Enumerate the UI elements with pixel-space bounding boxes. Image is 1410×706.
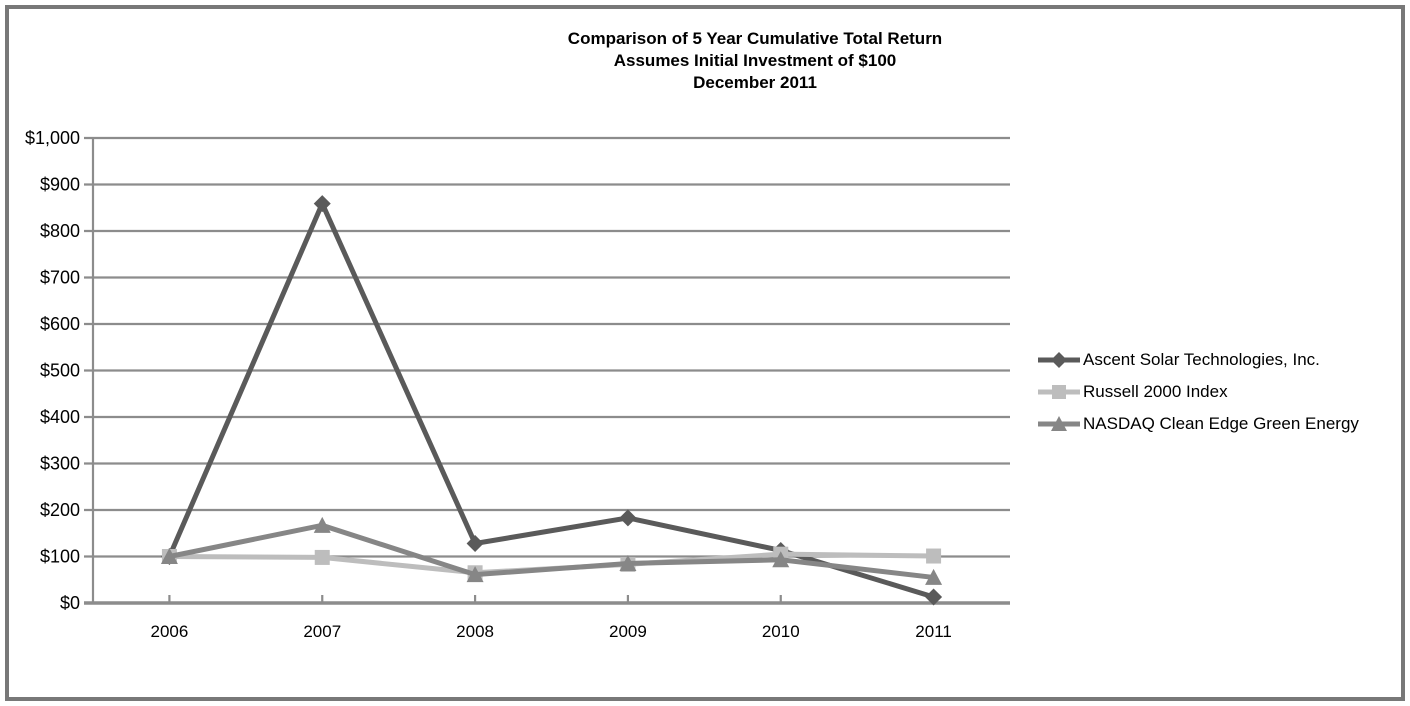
chart-title: Comparison of 5 Year Cumulative Total Re… [568,28,942,94]
y-tick-label: $800 [40,221,80,241]
y-tick-label: $1,000 [25,128,80,148]
y-tick-label: $200 [40,500,80,520]
legend-label: Ascent Solar Technologies, Inc. [1083,350,1320,369]
square-marker-icon [1052,385,1066,399]
triangle-marker-icon [1051,416,1067,431]
series-line [167,197,935,600]
y-tick-label: $0 [60,593,80,613]
triangle-marker-icon [619,554,637,571]
y-tick-label: $100 [40,547,80,567]
y-tick-label: $300 [40,454,80,474]
legend-triangle-marker-icon [1038,416,1080,431]
chart-title-line1: Comparison of 5 Year Cumulative Total Re… [567,29,943,48]
chart-title-line2: Assumes Initial Investment of $100 [613,51,897,70]
triangle-marker-icon [466,566,484,583]
series-ascent-solar-technologies-inc [160,195,943,606]
x-tick-label: 2010 [762,622,800,641]
series-nasdaq-clean-edge-green-energy [160,516,943,585]
triangle-marker-icon [772,551,790,568]
x-axis-labels: 2006 2007 2008 2009 2010 2011 [151,622,952,641]
legend-item-russell-2000-index: Russell 2000 Index [1038,376,1359,408]
x-tick-label: 2011 [915,622,952,641]
x-tick-label: 2006 [151,622,189,641]
x-tick-label: 2007 [303,622,341,641]
y-tick-label: $600 [40,314,80,334]
series-line [168,522,934,580]
chart-title-line3: December 2011 [693,73,817,92]
y-tick-label: $400 [40,407,80,427]
diamond-marker-icon [1051,352,1067,368]
triangle-marker-icon [313,516,331,533]
x-tick-label: 2008 [456,622,494,641]
triangle-marker-icon [925,568,943,585]
square-marker-icon [926,548,942,564]
diamond-marker-icon [466,534,484,552]
diamond-marker-icon [619,509,637,527]
y-axis-labels: $0 $100 $200 $300 $400 $500 $600 $700 $800 $900 $1… [25,128,80,613]
y-tick-label: $500 [40,361,80,381]
x-tick-label: 2009 [609,622,647,641]
triangle-marker-icon [160,548,178,564]
square-marker-icon [314,549,330,565]
diamond-marker-icon [313,195,331,213]
legend-label: Russell 2000 Index [1083,382,1228,401]
y-tick-label: $700 [40,268,80,288]
legend: Ascent Solar Technologies, Inc. Russell 2… [1038,344,1359,440]
legend-label: NASDAQ Clean Edge Green Energy [1083,414,1359,433]
chart-border-frame [5,5,1405,701]
legend-diamond-marker-icon [1038,352,1080,368]
y-tick-label: $900 [40,175,80,195]
legend-item-ascent-solar-technologies-inc: Ascent Solar Technologies, Inc. [1038,344,1359,376]
diamond-marker-icon [925,588,943,606]
legend-item-nasdaq-clean-edge-green-energy: NASDAQ Clean Edge Green Energy [1038,408,1359,440]
legend-square-marker-icon [1038,385,1080,399]
